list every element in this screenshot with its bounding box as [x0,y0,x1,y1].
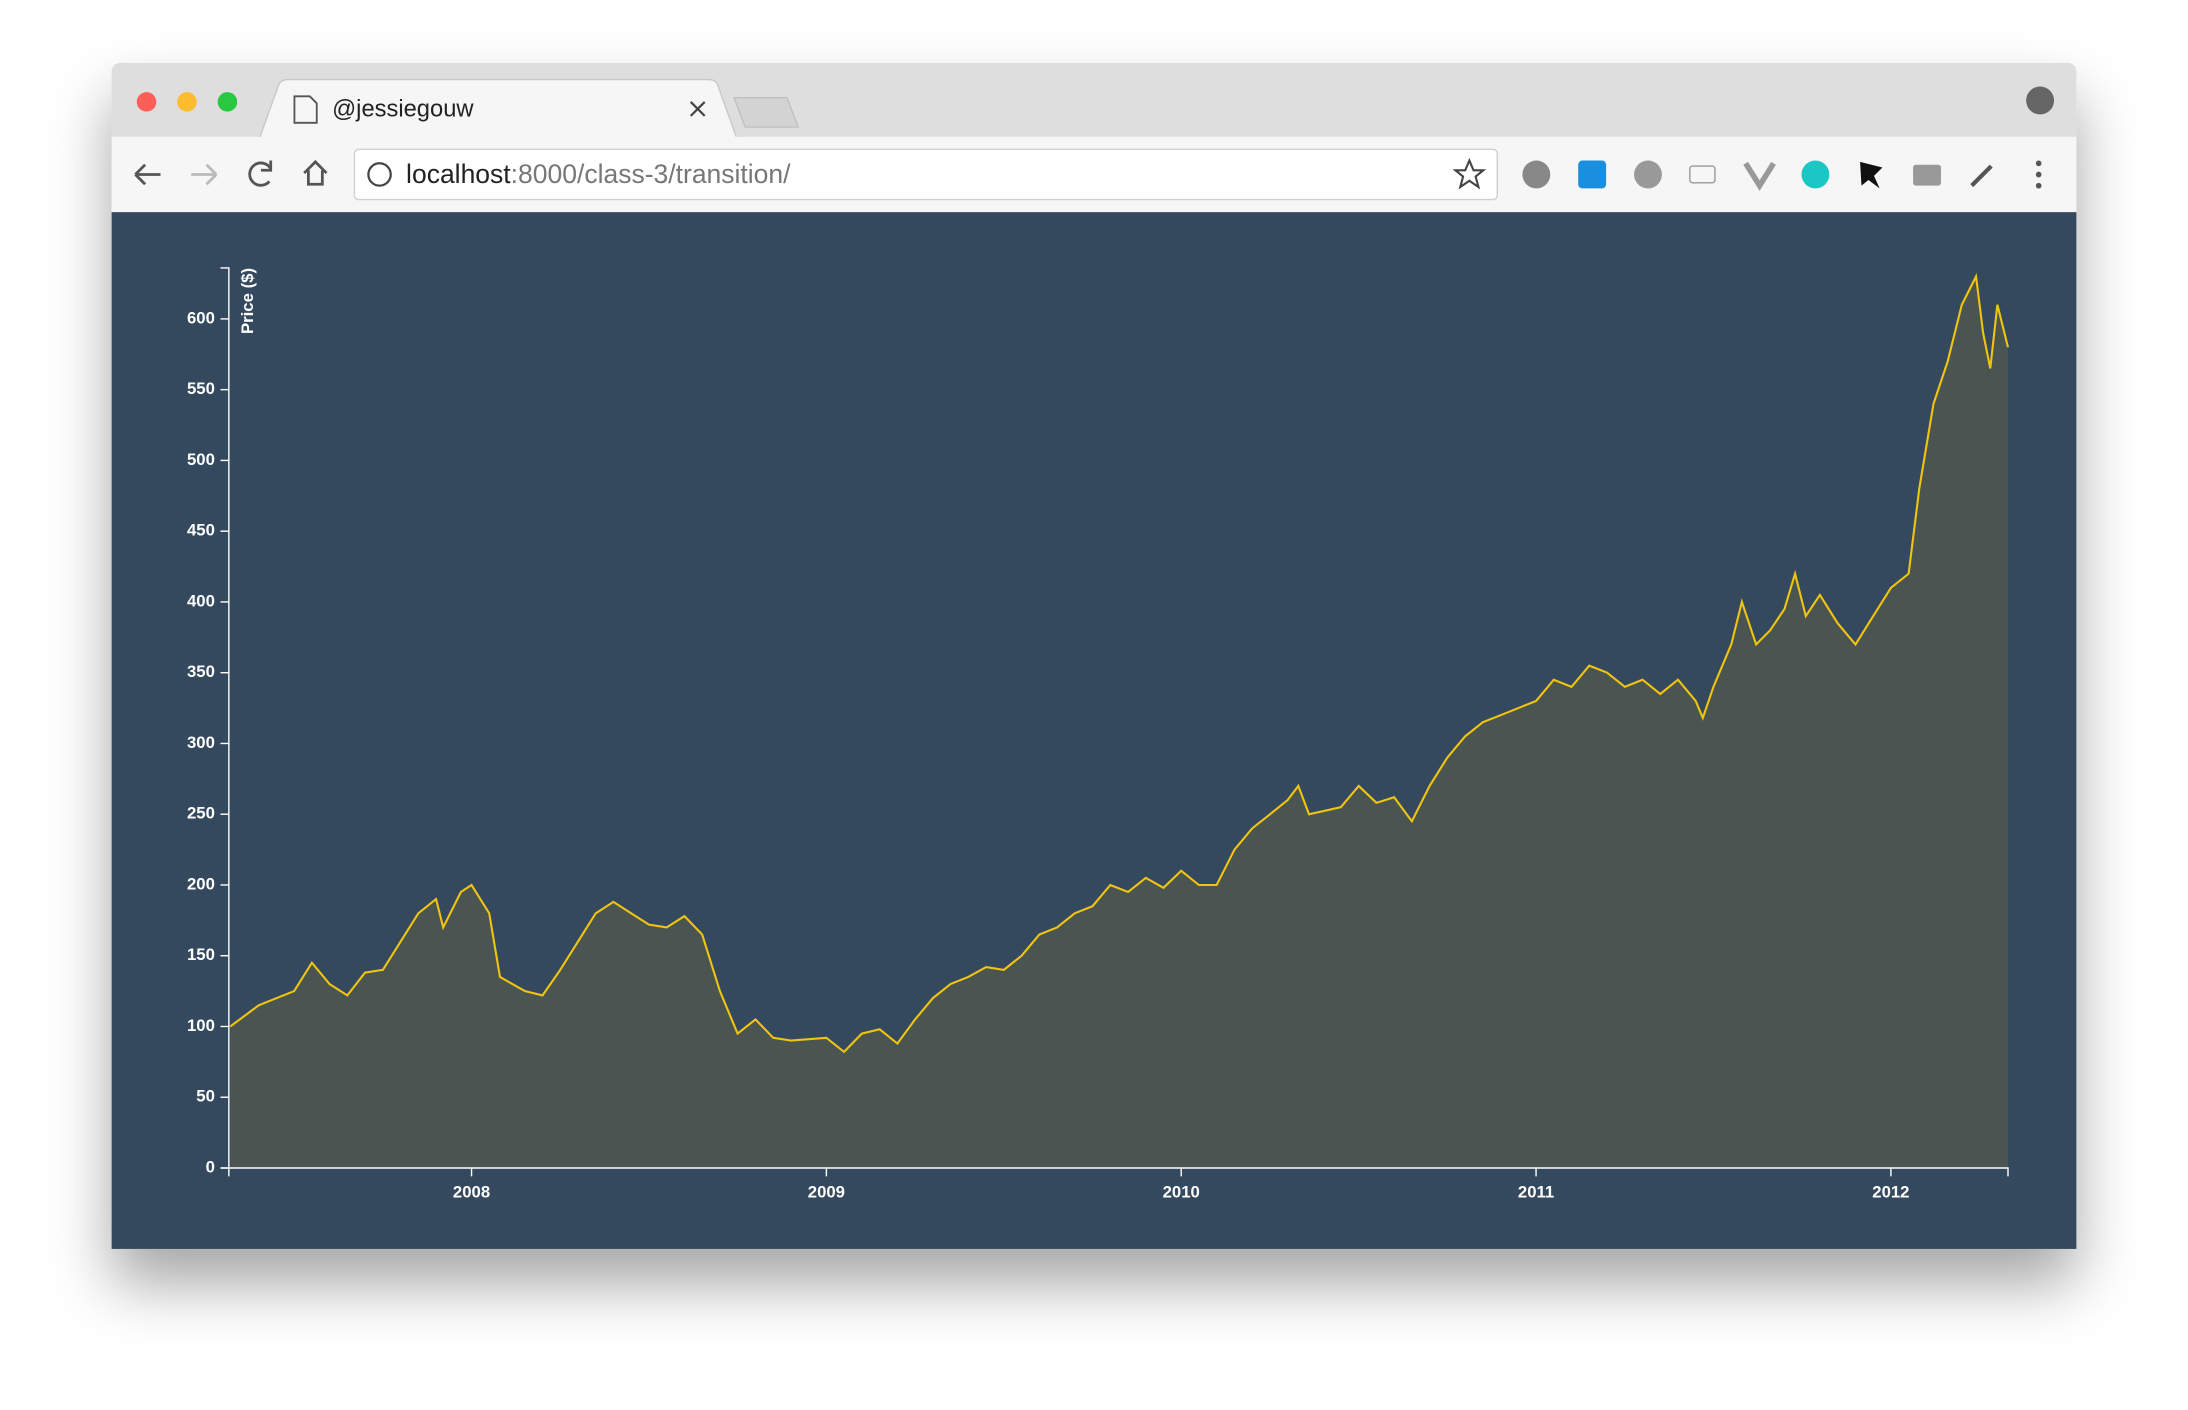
extension-icon[interactable] [1689,165,1716,184]
extension-icon[interactable] [1860,161,1883,189]
address-bar[interactable] [353,148,1498,201]
info-icon[interactable] [367,162,392,187]
url: localhost:8000/class-3/transition/ [406,159,791,189]
tab-close[interactable] [689,101,706,117]
extension-icon[interactable] [1522,160,1551,189]
x-tick-label: 2012 [1872,1183,1909,1202]
close-button[interactable] [136,92,157,112]
x-axis-domain [228,1167,2009,1177]
y-tick-label: 0 [206,1157,215,1176]
url-path: :8000/class-3/transition/ [511,159,792,189]
new-tab[interactable] [732,97,800,128]
extension-icon[interactable] [1801,160,1830,189]
y-tick-label: 250 [187,804,215,823]
page-icon [293,95,318,124]
reload-button[interactable] [248,160,273,187]
x-tick-label: 2011 [1518,1183,1554,1202]
x-tick-label: 2009 [808,1183,845,1202]
y-tick-label: 600 [187,308,215,327]
area [230,276,2008,1168]
x-tick-label: 2010 [1163,1183,1200,1202]
y-tick-label: 350 [187,662,215,681]
chart: Price ($) 0 50 100 150 200 250 300 350 400 450 500… [187,267,2010,1202]
y-tick-label: 200 [187,874,215,893]
y-tick-label: 300 [187,733,215,752]
home-button[interactable] [303,159,328,186]
extension-icon[interactable] [1634,160,1662,189]
y-tick-label: 400 [187,591,215,610]
y-tick-label: 100 [187,1016,215,1035]
maximize-button[interactable] [217,92,238,112]
forward-button[interactable] [191,163,218,186]
y-axis-label: Price ($) [238,268,257,334]
extension-icon[interactable] [1970,164,1993,188]
tab[interactable] [258,78,738,139]
y-tick-label: 550 [187,379,215,398]
y-tick-label: 50 [196,1087,215,1106]
y-tick-label: 450 [187,521,215,540]
minimize-button[interactable] [177,92,197,112]
tab-title: @jessiegouw [332,97,474,123]
extension-icon[interactable] [1578,160,1607,189]
x-tick-label: 2008 [453,1183,490,1202]
extension-icon[interactable] [1913,164,1942,186]
extension-icon[interactable] [1743,161,1776,191]
bookmark-star[interactable] [1452,157,1487,190]
y-tick-label: 150 [187,945,215,964]
url-host: localhost [406,159,511,189]
line [229,272,2010,1054]
profile-icon[interactable] [2026,86,2055,115]
back-button[interactable] [134,163,161,186]
y-tick-label: 500 [187,450,215,469]
